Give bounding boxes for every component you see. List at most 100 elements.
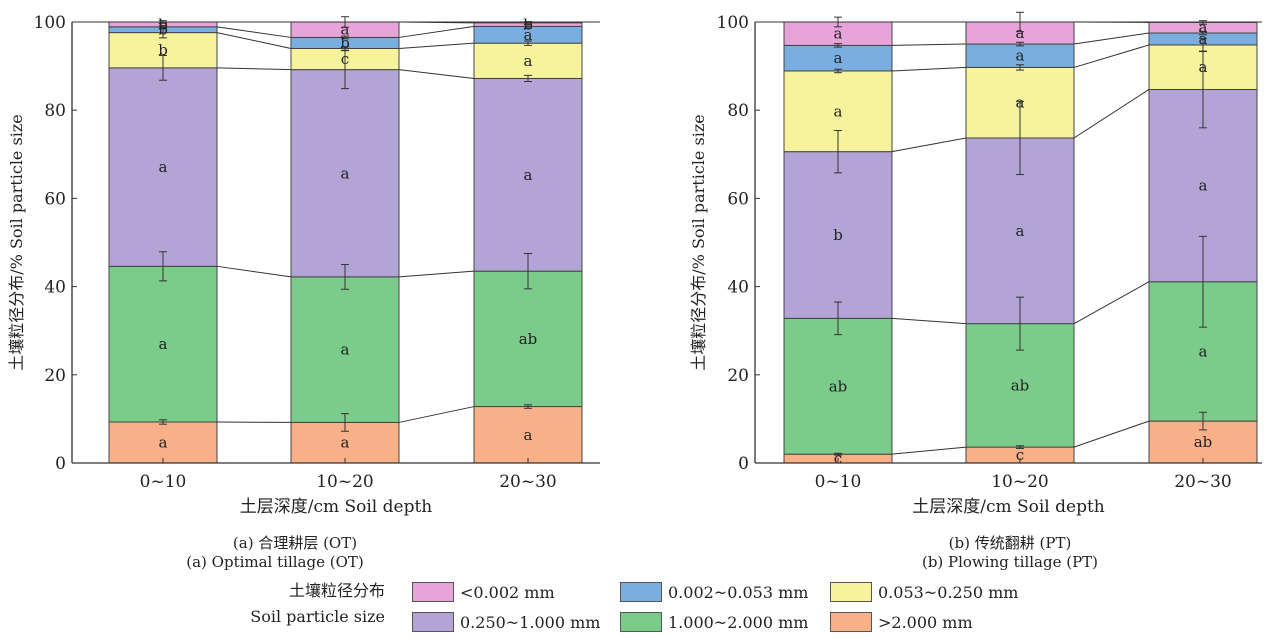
legend-swatch [620,612,662,632]
significance-letter: a [834,49,843,67]
significance-letter: a [159,433,168,451]
connector-line [891,137,967,153]
connector-line [216,32,292,49]
connector-line [891,446,967,455]
significance-letter: a [1199,177,1208,195]
significance-letter: a [159,335,168,353]
connector-line [216,26,292,38]
connector-line [1073,420,1150,448]
legend-swatch [620,582,662,602]
connector-line [398,406,475,423]
legend: 土壤粒径分布 Soil particle size <0.002 mm 0.00… [0,578,1265,638]
significance-letter: b [158,15,168,33]
bar-segment [290,276,400,423]
connector-line [398,42,475,49]
y-tick-label: 40 [727,278,749,298]
connector-line [1073,89,1150,139]
significance-letter: a [1199,30,1208,48]
y-tick-label: 0 [55,454,66,474]
significance-letter: a [834,102,843,120]
y-tick-label: 80 [727,101,749,121]
connector-line [1073,32,1150,45]
connector-line [1073,281,1150,325]
legend-item-gt-2-000: >2.000 mm [830,612,973,632]
significance-letter: a [1199,58,1208,76]
legend-item-0-002-0-053: 0.002~0.053 mm [620,582,808,602]
y-tick-label: 100 [34,13,66,33]
significance-letter: b [340,34,350,52]
significance-letter: b [523,16,533,34]
bar-segment [108,421,218,464]
connector-line [891,43,967,46]
connector-line [216,67,292,71]
significance-letter: a [341,21,350,39]
x-tick-label: 20~30 [1174,472,1232,492]
significance-letter: a [524,52,533,70]
caption-b-en: (b) Plowing tillage (PT) [921,553,1099,571]
significance-letter: a [834,25,843,43]
significance-letter: a [1016,24,1025,42]
connector-line [891,317,967,325]
bar-segment [473,270,583,408]
y-tick-label: 20 [727,366,749,386]
legend-swatch [830,612,872,632]
y-tick-label: 60 [727,189,749,209]
legend-item-0-053-0-250: 0.053~0.250 mm [830,582,1018,602]
significance-letter: a [524,426,533,444]
connector-line [398,270,475,278]
significance-letter: a [1016,222,1025,240]
significance-letter: c [1016,446,1024,464]
connector-line [398,69,475,79]
significance-letter: a [524,166,533,184]
connector-line [398,25,475,38]
caption-a-en: (a) Optimal tillage (OT) [186,553,364,571]
legend-swatch [830,582,872,602]
y-tick-label: 0 [738,454,749,474]
connector-line [891,66,967,72]
y-tick-label: 80 [44,101,66,121]
significance-letter: c [341,50,349,68]
y-tick-label: 40 [44,278,66,298]
x-tick-label: 0~10 [815,472,862,492]
caption-b-cn: (b) 传统翻耕 (PT) [948,534,1072,552]
legend-label: 0.002~0.053 mm [668,582,809,602]
significance-letter: a [1016,47,1025,65]
y-tick-label: 60 [44,189,66,209]
connector-line [216,265,292,278]
significance-letter: a [159,158,168,176]
y-tick-label: 100 [717,13,749,33]
legend-item-0-250-1-000: 0.250~1.000 mm [412,612,600,632]
significance-letter: b [158,21,168,39]
legend-label: 0.053~0.250 mm [878,582,1019,602]
significance-letter: ab [519,330,538,348]
legend-swatch [412,582,454,602]
legend-item-1-000-2-000: 1.000~2.000 mm [620,612,808,632]
significance-letter: ab [1011,376,1030,394]
x-tick-label: 20~30 [499,472,557,492]
significance-letter: a [524,26,533,44]
x-tick-label: 10~20 [991,472,1049,492]
legend-label: >2.000 mm [878,612,973,632]
legend-label: <0.002 mm [460,582,555,602]
legend-swatch [412,612,454,632]
x-tick-label: 10~20 [316,472,374,492]
legend-title: 土壤粒径分布 Soil particle size [240,578,385,630]
legend-title-en: Soil particle size [250,607,385,626]
significance-letter: a [1199,19,1208,37]
legend-title-cn: 土壤粒径分布 [288,581,385,600]
significance-letter: a [1199,342,1208,360]
bar-segment [783,317,893,455]
x-tick-label: 0~10 [140,472,187,492]
significance-letter: a [341,434,350,452]
legend-label: 1.000~2.000 mm [668,612,809,632]
significance-letter: b [833,226,843,244]
connector-line [1073,44,1150,68]
legend-label: 0.250~1.000 mm [460,612,601,632]
bar-segment [290,69,400,278]
x-axis-title: 土层深度/cm Soil depth [912,497,1105,517]
significance-letter: b [158,41,168,59]
significance-letter: ab [829,377,848,395]
